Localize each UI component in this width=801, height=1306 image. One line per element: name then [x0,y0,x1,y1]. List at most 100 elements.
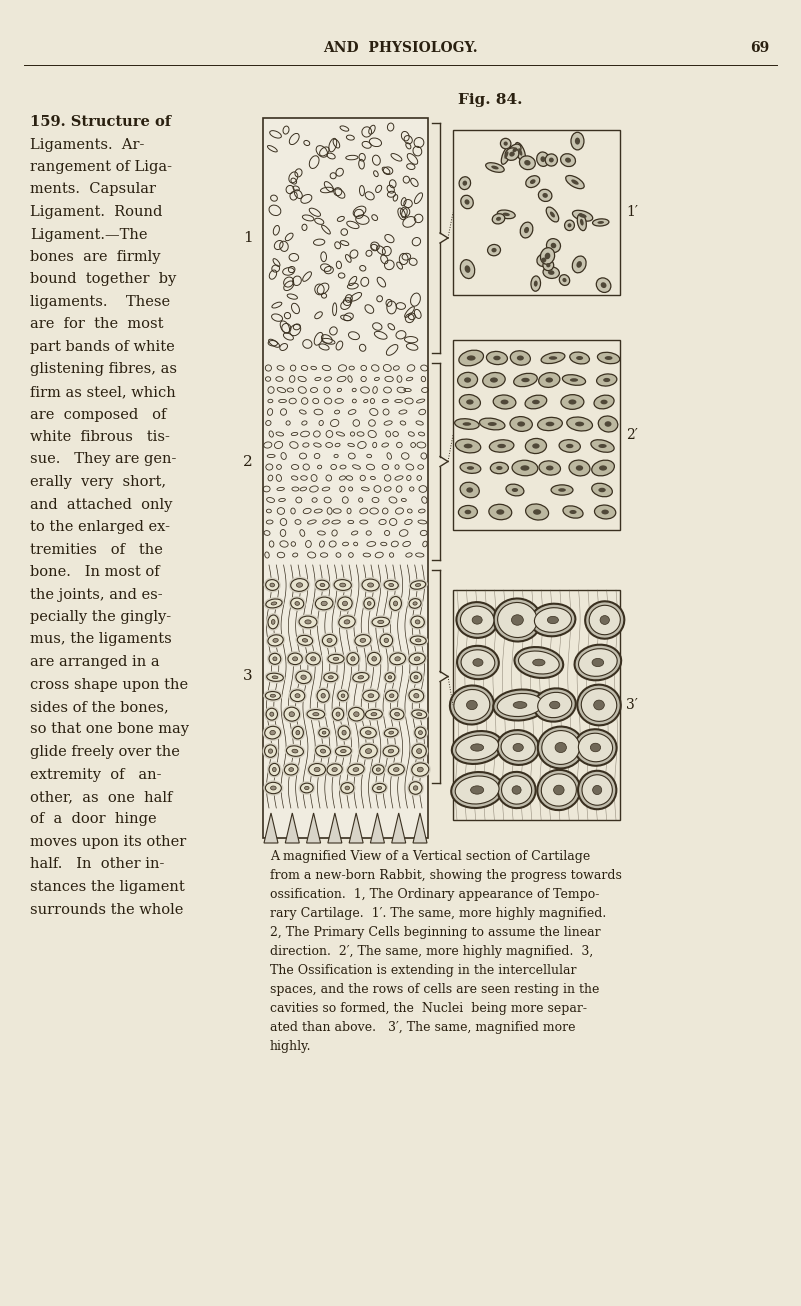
Ellipse shape [592,658,604,666]
Ellipse shape [344,620,350,624]
Ellipse shape [490,377,498,383]
Ellipse shape [497,730,539,765]
Text: A magnified View of a Vertical section of Cartilage: A magnified View of a Vertical section o… [270,850,590,863]
Ellipse shape [384,729,398,737]
Text: pecially the gingly-: pecially the gingly- [30,610,171,624]
Ellipse shape [549,701,560,709]
Ellipse shape [368,653,380,665]
Ellipse shape [290,690,304,701]
Ellipse shape [292,726,304,739]
Ellipse shape [263,725,283,741]
Ellipse shape [409,670,424,684]
Ellipse shape [336,747,352,756]
Ellipse shape [321,601,328,606]
Ellipse shape [334,580,352,590]
Ellipse shape [382,579,400,592]
Ellipse shape [497,602,537,637]
Ellipse shape [591,440,614,452]
Ellipse shape [562,375,586,385]
Ellipse shape [273,657,277,661]
Text: white  fibrous   tis-: white fibrous tis- [30,430,170,444]
Ellipse shape [497,772,536,808]
Ellipse shape [525,439,546,453]
Ellipse shape [376,768,380,772]
Ellipse shape [326,652,346,665]
Ellipse shape [372,784,386,793]
Ellipse shape [457,602,498,637]
Ellipse shape [460,482,479,498]
Text: 2′: 2′ [626,428,638,441]
Ellipse shape [537,769,581,810]
Ellipse shape [566,444,574,448]
Ellipse shape [456,439,481,453]
Ellipse shape [551,485,573,495]
Ellipse shape [264,690,283,701]
Ellipse shape [573,210,593,221]
Ellipse shape [532,400,540,405]
Ellipse shape [328,654,344,663]
Ellipse shape [455,419,479,430]
Ellipse shape [417,713,422,716]
Ellipse shape [316,580,329,590]
Ellipse shape [530,179,536,184]
Bar [453,590,620,820]
Ellipse shape [577,261,582,268]
Ellipse shape [493,598,541,641]
Ellipse shape [546,263,550,268]
Text: the joints, and es-: the joints, and es- [30,588,163,602]
Ellipse shape [578,733,613,761]
Ellipse shape [497,509,505,515]
Bar [453,340,620,530]
Ellipse shape [288,596,306,611]
Ellipse shape [365,709,382,718]
Ellipse shape [266,580,279,590]
Text: highly.: highly. [270,1040,312,1053]
Ellipse shape [418,730,422,734]
Ellipse shape [368,602,371,606]
Ellipse shape [351,657,355,661]
Ellipse shape [471,744,484,751]
Ellipse shape [503,213,510,215]
Ellipse shape [336,712,340,716]
Text: of  a  door  hinge: of a door hinge [30,812,157,827]
Ellipse shape [541,257,546,263]
Ellipse shape [265,692,280,700]
Ellipse shape [360,727,376,738]
Ellipse shape [269,653,281,665]
Ellipse shape [597,374,617,387]
Ellipse shape [296,671,312,683]
Ellipse shape [336,596,354,613]
Ellipse shape [302,639,308,643]
Text: sides of the bones,: sides of the bones, [30,700,169,714]
Ellipse shape [306,653,320,665]
Ellipse shape [464,444,473,448]
Polygon shape [307,814,320,842]
Ellipse shape [493,394,516,409]
Ellipse shape [264,744,276,757]
Ellipse shape [483,372,505,388]
Ellipse shape [291,598,304,609]
Ellipse shape [459,350,484,366]
Ellipse shape [263,743,279,759]
Ellipse shape [378,632,395,649]
Ellipse shape [320,750,326,754]
Ellipse shape [324,673,338,682]
Ellipse shape [388,584,394,586]
Ellipse shape [493,690,547,721]
Ellipse shape [590,605,620,635]
Ellipse shape [450,686,494,725]
Ellipse shape [603,377,610,383]
Ellipse shape [272,768,276,772]
Ellipse shape [386,761,406,777]
Ellipse shape [467,466,474,470]
Ellipse shape [415,727,426,738]
Ellipse shape [264,726,280,739]
Ellipse shape [314,743,332,759]
Ellipse shape [543,260,553,270]
Text: tremities   of   the: tremities of the [30,542,163,556]
Ellipse shape [343,601,348,606]
Ellipse shape [458,505,477,518]
Ellipse shape [266,599,282,607]
Ellipse shape [459,394,481,410]
Ellipse shape [594,396,614,409]
